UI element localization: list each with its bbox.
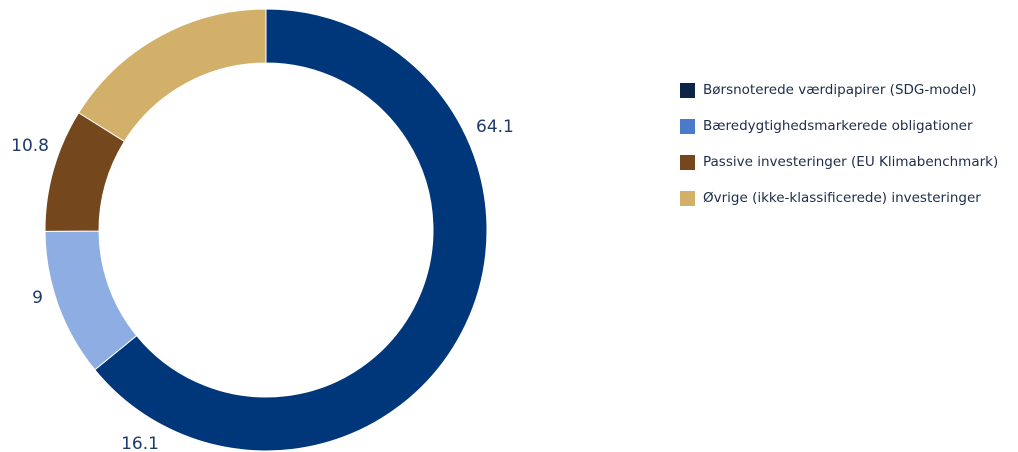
data-label-passive-investments: 9 <box>32 288 43 308</box>
legend-swatch-other-investments <box>680 190 695 206</box>
data-label-listed-securities: 64.1 <box>476 117 514 137</box>
slice-other-investments <box>77 8 267 143</box>
legend-label-other-investments: Øvrige (ikke-klassificerede) investering… <box>703 190 981 206</box>
legend-swatch-sustainability-bonds <box>680 118 695 134</box>
data-label-sustainability-bonds: 10.8 <box>11 136 49 156</box>
data-labels: 64.1 10.8 9 16.1 <box>11 117 514 452</box>
slice-listed-securities <box>94 8 488 452</box>
legend-item-listed-securities: Børsnoterede værdipapirer (SDG-model) <box>680 72 998 108</box>
legend: Børsnoterede værdipapirer (SDG-model) Bæ… <box>680 72 998 216</box>
legend-item-other-investments: Øvrige (ikke-klassificerede) investering… <box>680 180 998 216</box>
data-label-other-investments: 16.1 <box>121 434 159 452</box>
legend-item-passive-investments: Passive investeringer (EU Klimabenchmark… <box>680 144 998 180</box>
donut-slices <box>44 8 488 452</box>
legend-label-sustainability-bonds: Bæredygtighedsmarkerede obligationer <box>703 118 973 134</box>
legend-swatch-passive-investments <box>680 154 695 170</box>
legend-label-listed-securities: Børsnoterede værdipapirer (SDG-model) <box>703 82 977 98</box>
legend-item-sustainability-bonds: Bæredygtighedsmarkerede obligationer <box>680 108 998 144</box>
legend-label-passive-investments: Passive investeringer (EU Klimabenchmark… <box>703 154 999 170</box>
legend-swatch-listed-securities <box>680 82 695 98</box>
